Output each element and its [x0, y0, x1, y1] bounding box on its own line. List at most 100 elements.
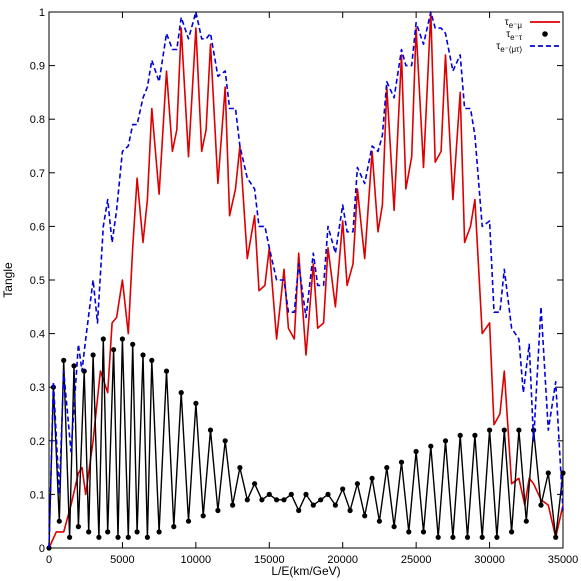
- data-point: [310, 502, 316, 508]
- data-point: [479, 534, 485, 540]
- y-tick-label: 0.7: [30, 168, 45, 180]
- data-point: [325, 491, 331, 497]
- data-point: [464, 534, 471, 540]
- data-point: [501, 427, 507, 433]
- data-point: [457, 432, 463, 438]
- data-point: [90, 352, 96, 358]
- data-point: [545, 470, 551, 476]
- data-point: [362, 513, 368, 519]
- data-point: [442, 438, 449, 444]
- data-point: [149, 357, 155, 363]
- ticks-layer: 0 5000 10000 15000 20000 25000 30000 35000 0 0.1 0…: [30, 7, 579, 566]
- data-point: [75, 524, 81, 530]
- data-point: [105, 529, 111, 535]
- data-point: [178, 390, 184, 396]
- data-point: [398, 459, 405, 465]
- data-point: [487, 427, 493, 433]
- legend-label: τe⁻μ: [505, 17, 523, 30]
- data-point: [391, 524, 397, 530]
- data-point: [332, 502, 338, 508]
- data-point: [56, 518, 62, 524]
- y-axis-label: Tangle: [1, 262, 15, 298]
- y-tick-label: 0.2: [30, 436, 45, 448]
- data-point: [516, 427, 522, 433]
- series-line-2: [48, 11, 564, 549]
- x-tick-label: 15000: [254, 554, 285, 566]
- data-point: [252, 481, 258, 487]
- data-point: [200, 513, 206, 519]
- y-tick-label: 0.3: [30, 382, 45, 394]
- data-point: [369, 475, 375, 481]
- data-point: [215, 507, 221, 514]
- data-point: [435, 534, 441, 540]
- data-point: [266, 491, 272, 497]
- data-point: [347, 507, 353, 514]
- x-tick-label: 5000: [110, 554, 134, 566]
- data-point: [115, 534, 121, 540]
- legend-swatch: [542, 31, 548, 37]
- data-point: [420, 529, 427, 535]
- x-axis-label: L/E(km/GeV): [271, 564, 340, 578]
- x-tick-label: 35000: [548, 554, 579, 566]
- legend-entry-1: τe⁻τ: [506, 29, 548, 42]
- data-point: [553, 534, 559, 540]
- y-tick-label: 0.4: [30, 329, 45, 341]
- data-point: [144, 534, 150, 540]
- data-point: [244, 497, 250, 503]
- data-point: [494, 534, 500, 540]
- data-point: [450, 534, 456, 540]
- data-point: [193, 400, 199, 406]
- data-point: [119, 336, 125, 342]
- y-tick-label: 0.1: [30, 489, 45, 501]
- y-tick-label: 0.9: [30, 61, 45, 73]
- data-point: [303, 491, 309, 497]
- data-point: [207, 427, 214, 433]
- y-tick-label: 0.6: [30, 221, 45, 233]
- data-point: [125, 534, 131, 540]
- data-point: [384, 465, 390, 471]
- data-point: [71, 363, 77, 369]
- x-tick-label: 20000: [327, 554, 358, 566]
- data-point: [156, 529, 162, 535]
- data-point: [428, 443, 434, 449]
- data-point: [96, 534, 102, 540]
- data-point: [523, 518, 529, 524]
- data-point: [340, 486, 346, 492]
- data-point: [318, 497, 324, 503]
- data-point: [100, 336, 106, 342]
- data-point: [134, 529, 140, 535]
- data-point: [67, 534, 73, 540]
- data-point: [354, 481, 360, 487]
- data-point: [230, 502, 236, 508]
- data-point: [296, 507, 302, 514]
- data-point: [185, 518, 192, 524]
- data-point: [281, 497, 287, 503]
- data-point: [472, 432, 478, 438]
- data-point: [376, 518, 382, 524]
- data-point: [509, 529, 515, 535]
- data-point: [163, 368, 170, 374]
- series-line-1: [48, 338, 564, 549]
- legend-entry-2: τe⁻(μτ): [496, 41, 560, 54]
- data-point: [61, 357, 67, 363]
- data-point: [560, 470, 566, 476]
- data-point: [237, 465, 243, 471]
- y-tick-label: 0.5: [30, 275, 45, 287]
- data-point: [288, 491, 294, 497]
- x-tick-label: 10000: [181, 554, 212, 566]
- data-point: [86, 529, 92, 535]
- data-point: [111, 347, 117, 353]
- y-tick-label: 0.8: [30, 114, 45, 126]
- x-tick-label: 25000: [401, 554, 432, 566]
- data-point: [222, 438, 228, 444]
- data-point: [259, 497, 265, 503]
- legend-entry-0: τe⁻μ: [505, 17, 560, 30]
- y-tick-label: 1: [39, 7, 45, 19]
- data-point: [406, 529, 412, 535]
- data-point: [130, 341, 136, 347]
- data-point: [413, 448, 419, 455]
- x-tick-label: 30000: [474, 554, 505, 566]
- legend-label: τe⁻(μτ): [496, 41, 522, 54]
- series-layer: [46, 11, 566, 551]
